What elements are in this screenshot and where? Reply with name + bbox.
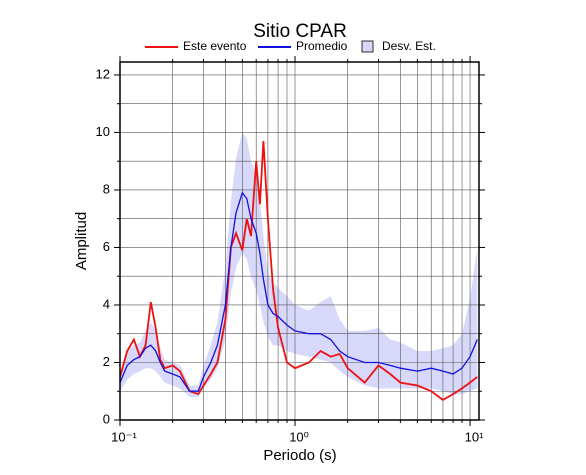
y-tick-label: 0: [103, 411, 110, 426]
y-tick-label: 6: [103, 239, 110, 254]
legend-label: Desv. Est.: [382, 39, 436, 53]
y-tick-label: 12: [96, 66, 110, 81]
legend-label: Promedio: [296, 39, 348, 53]
legend-swatch: [361, 40, 374, 53]
plot-frame: [119, 61, 480, 421]
chart-title: Sitio CPAR: [253, 21, 347, 42]
x-tick-label: 10⁰: [289, 429, 309, 444]
x-tick-label: 10¹: [465, 429, 484, 444]
series-line: [119, 141, 478, 401]
y-axis-label: Amplitud: [73, 212, 90, 270]
y-tick-label: 2: [103, 354, 110, 369]
y-tick-label: 4: [103, 296, 110, 311]
legend-label: Este evento: [183, 39, 247, 53]
y-tick-label: 8: [103, 181, 110, 196]
series-line: [119, 191, 478, 392]
x-tick-label: 10⁻¹: [111, 429, 137, 444]
x-axis-label: Periodo (s): [263, 447, 336, 464]
y-tick-label: 10: [96, 124, 110, 139]
std-band: [120, 132, 478, 397]
